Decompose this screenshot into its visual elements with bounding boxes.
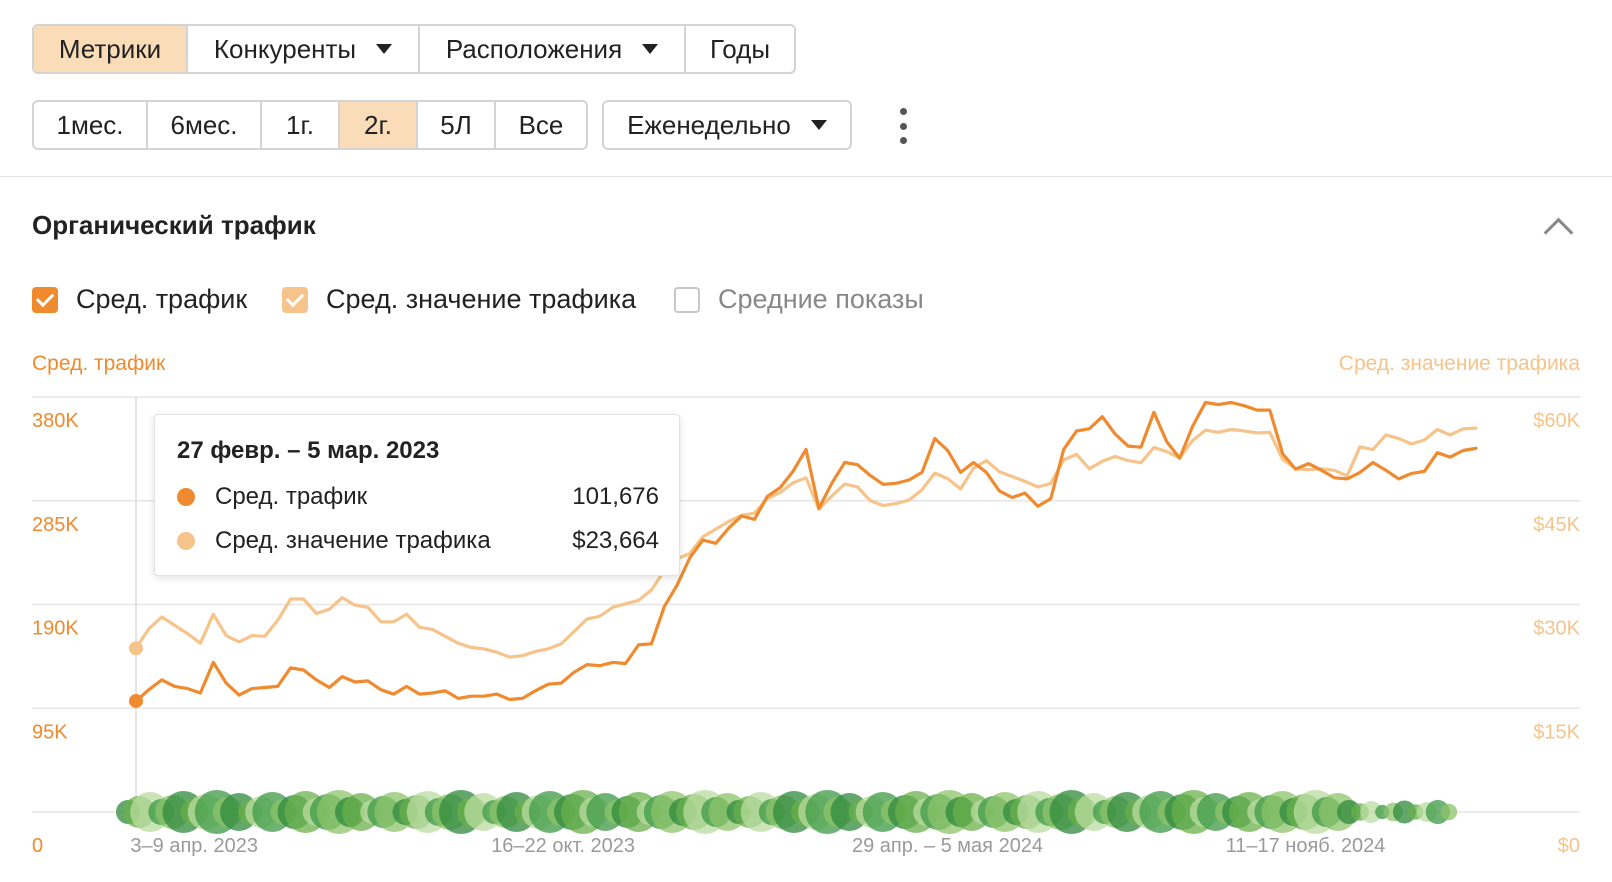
interval-dropdown[interactable]: Еженедельно [602, 100, 852, 150]
series-marker-1 [129, 641, 143, 656]
tab-competitors[interactable]: Конкуренты [188, 26, 420, 72]
chevron-down-icon [642, 44, 659, 54]
legend-impressions-label: Средние показы [718, 284, 924, 314]
range-1m[interactable]: 1мес. [34, 102, 148, 148]
legend-traffic[interactable]: Сред. трафик [32, 284, 247, 315]
right-tick-label: $30K [1533, 618, 1580, 640]
checkbox-icon[interactable] [674, 286, 700, 313]
tooltip-row-name: Сред. трафик [215, 483, 368, 510]
left-axis-title: Сред. трафик [32, 352, 166, 375]
legend-value-label: Сред. значение трафика [326, 284, 637, 314]
value-dot-icon [177, 532, 195, 550]
legend-value[interactable]: Сред. значение трафика [282, 284, 636, 315]
chevron-down-icon [810, 120, 827, 130]
left-tick-label: 190K [32, 618, 79, 640]
range-1y-label: 1г. [286, 109, 314, 140]
tab-metrics-label: Метрики [58, 33, 162, 64]
tooltip-row-traffic: Сред. трафик 101,676 [177, 483, 659, 511]
range-2y[interactable]: 2г. [340, 102, 418, 148]
range-6m-label: 6мес. [170, 109, 238, 140]
tooltip-row-name: Сред. значение трафика [215, 527, 491, 554]
traffic-dot-icon [177, 488, 195, 506]
legend-traffic-label: Сред. трафик [76, 284, 248, 314]
checkbox-icon[interactable] [282, 286, 308, 313]
tab-locations[interactable]: Расположения [420, 26, 686, 72]
interval-label: Еженедельно [627, 109, 791, 140]
x-tick-label: 29 апр. – 5 мая 2024 [852, 835, 1043, 857]
range-6m[interactable]: 6мес. [148, 102, 262, 148]
x-tick-label: 11–17 нояб. 2024 [1226, 835, 1386, 857]
tab-metrics[interactable]: Метрики [34, 26, 188, 72]
series-line-0 [134, 400, 1478, 703]
checkbox-icon[interactable] [32, 286, 58, 313]
tab-years[interactable]: Годы [686, 26, 794, 72]
section-divider [0, 176, 1612, 177]
interval-select[interactable]: Еженедельно [604, 102, 850, 148]
right-tick-label: $0 [1558, 835, 1580, 857]
left-tick-label: 95K [32, 721, 68, 743]
range-2y-label: 2г. [364, 109, 392, 140]
range-selector: 1мес. 6мес. 1г. 2г. 5Л Все [32, 100, 588, 150]
update-bubble [1392, 800, 1417, 824]
tab-locations-label: Расположения [445, 33, 623, 64]
update-bubble [1440, 803, 1458, 821]
range-1m-label: 1мес. [56, 109, 124, 140]
right-tick-label: $15K [1533, 721, 1580, 743]
tab-years-label: Годы [709, 33, 771, 64]
x-tick-label: 3–9 апр. 2023 [130, 835, 258, 857]
tooltip-row-value: $23,664 [572, 527, 659, 554]
series-line-1 [134, 426, 1478, 659]
range-5y[interactable]: 5Л [418, 102, 496, 148]
tab-competitors-label: Конкуренты [213, 33, 357, 64]
left-tick-label: 0 [32, 835, 43, 857]
section-title: Органический трафик [32, 210, 316, 240]
series-marker-0 [129, 693, 143, 708]
update-bubble [1360, 801, 1383, 823]
range-all-label: Все [518, 109, 564, 140]
tooltip-row-value-traffic: Сред. значение трафика $23,664 [177, 527, 659, 555]
more-options-icon[interactable] [896, 108, 910, 144]
range-all[interactable]: Все [496, 102, 586, 148]
chart-tooltip: 27 февр. – 5 мар. 2023 Сред. трафик 101,… [154, 414, 680, 576]
x-tick-label: 16–22 окт. 2023 [491, 835, 635, 857]
left-tick-label: 285K [32, 514, 79, 536]
tooltip-title: 27 февр. – 5 мар. 2023 [177, 437, 440, 464]
right-tick-label: $45K [1533, 514, 1580, 536]
tooltip-row-value: 101,676 [572, 483, 659, 510]
right-tick-label: $60K [1533, 410, 1580, 432]
left-tick-label: 380K [32, 410, 79, 432]
range-1y[interactable]: 1г. [262, 102, 340, 148]
view-tabs: Метрики Конкуренты Расположения Годы [32, 24, 796, 74]
legend-impressions[interactable]: Средние показы [674, 284, 924, 315]
right-axis-title: Сред. значение трафика [1338, 352, 1580, 375]
chevron-down-icon [376, 44, 393, 54]
range-5y-label: 5Л [440, 109, 472, 140]
